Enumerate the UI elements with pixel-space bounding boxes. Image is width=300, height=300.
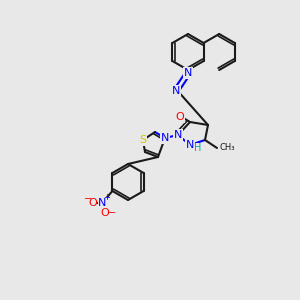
Text: N: N [174, 130, 182, 140]
Text: −: − [108, 208, 116, 218]
Text: S: S [140, 135, 147, 145]
Text: O: O [176, 112, 184, 122]
Text: N: N [184, 68, 192, 78]
Text: N: N [172, 86, 180, 96]
Text: N: N [186, 140, 194, 150]
Text: N: N [98, 198, 106, 208]
Text: −: − [84, 194, 92, 204]
Text: CH₃: CH₃ [219, 143, 235, 152]
Text: O: O [100, 208, 109, 218]
Text: +: + [103, 194, 110, 202]
Text: N: N [161, 133, 169, 143]
Text: O: O [88, 198, 97, 208]
Text: H: H [194, 143, 202, 153]
